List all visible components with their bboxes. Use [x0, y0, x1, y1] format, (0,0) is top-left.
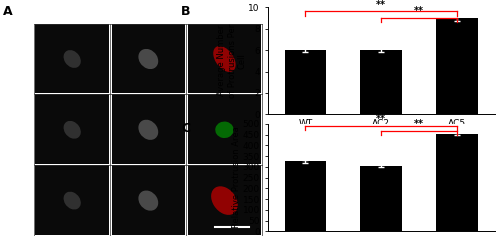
Text: ΔC5: ΔC5: [5, 198, 19, 204]
Text: B: B: [181, 5, 190, 18]
Ellipse shape: [138, 190, 158, 211]
Bar: [36, 24, 109, 93]
Ellipse shape: [216, 122, 234, 138]
Ellipse shape: [64, 192, 81, 210]
Ellipse shape: [138, 120, 158, 140]
Text: ΔC2: ΔC2: [5, 127, 19, 133]
Bar: [360, 50, 402, 114]
Text: **: **: [414, 119, 424, 129]
Bar: [284, 161, 327, 231]
Bar: [188, 24, 261, 93]
Text: Phalloidin: Phalloidin: [133, 7, 164, 12]
Text: C: C: [181, 122, 190, 135]
Bar: [436, 18, 478, 114]
Bar: [36, 94, 109, 164]
Bar: [36, 165, 109, 235]
Ellipse shape: [213, 46, 236, 72]
Bar: [188, 165, 261, 235]
Bar: [436, 134, 478, 231]
Text: **: **: [376, 0, 386, 10]
Text: **: **: [414, 6, 424, 16]
Bar: [188, 94, 261, 164]
Bar: [284, 50, 327, 114]
Bar: [112, 94, 185, 164]
Bar: [112, 165, 185, 235]
Text: WT: WT: [6, 56, 18, 62]
Text: A: A: [2, 5, 12, 18]
Bar: [112, 24, 185, 93]
Ellipse shape: [64, 50, 81, 68]
Ellipse shape: [138, 49, 158, 69]
Y-axis label: Average Number
of Protrusions Per
Cell: Average Number of Protrusions Per Cell: [217, 24, 247, 98]
Y-axis label: Relative Protrusion Area: Relative Protrusion Area: [232, 127, 241, 228]
Text: GFP-Vinculin: GFP-Vinculin: [53, 7, 92, 12]
Text: **: **: [376, 114, 386, 124]
Ellipse shape: [64, 121, 81, 139]
Text: Merged: Merged: [212, 7, 236, 12]
Bar: [360, 166, 402, 231]
Ellipse shape: [211, 186, 238, 215]
